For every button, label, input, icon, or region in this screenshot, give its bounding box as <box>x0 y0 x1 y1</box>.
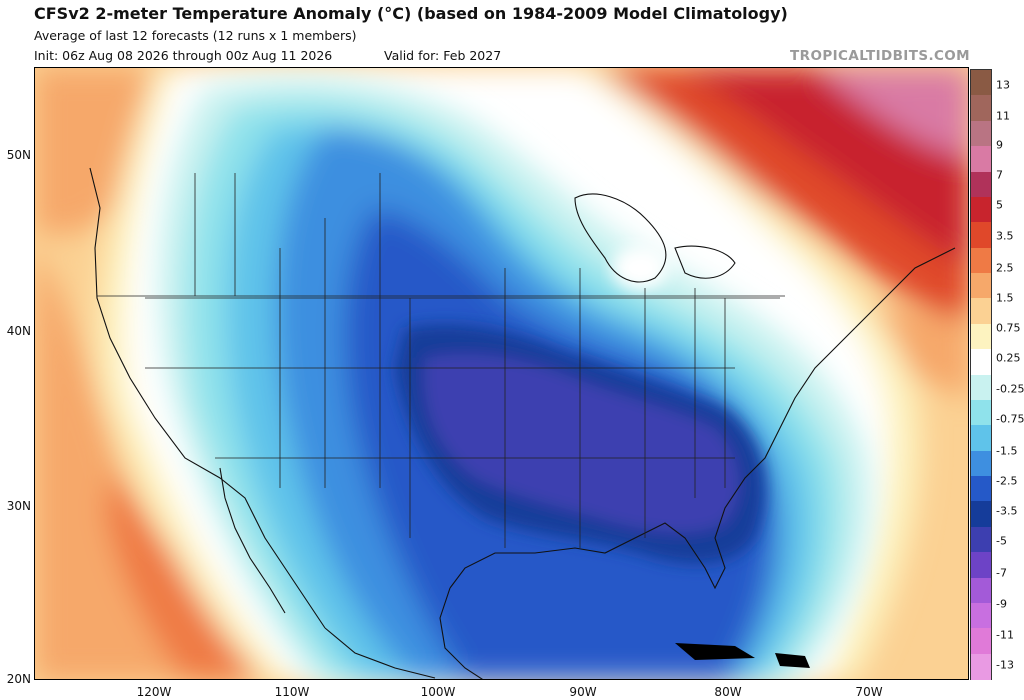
mexico-coast <box>324 627 436 679</box>
colorbar-label: -2.5 <box>996 474 1018 488</box>
alaska-coast-warm <box>35 68 158 235</box>
colorbar-label: 1.5 <box>996 291 1014 305</box>
northeast-coast <box>854 247 956 329</box>
colorbar-segment <box>971 602 991 629</box>
colorbar-segment <box>971 146 991 172</box>
colorbar-segment <box>971 628 991 655</box>
colorbar-label: -0.75 <box>996 412 1024 426</box>
colorbar-segment <box>971 476 991 502</box>
great-lakes-warm-spot <box>612 246 668 290</box>
state-borders <box>97 173 785 548</box>
colorbar-label: -3.5 <box>996 504 1018 518</box>
colorbar-segment <box>971 273 991 299</box>
colorbar-label: -13 <box>996 658 1014 672</box>
gulf-atlantic-coast <box>449 327 856 590</box>
map-subtitle: Average of last 12 forecasts (12 runs x … <box>34 28 357 43</box>
colorbar-label: 13 <box>996 78 1010 92</box>
brand-watermark: TROPICALTIDBITS.COM <box>790 48 970 64</box>
colorbar-label: 2.5 <box>996 261 1014 275</box>
lon-label-100w: 100W <box>420 685 456 699</box>
state-parallel-lines <box>145 297 780 459</box>
hispaniola <box>775 653 810 668</box>
colorbar-segment <box>971 526 991 553</box>
colorbar-segment <box>971 222 991 249</box>
anomaly-field <box>35 68 968 679</box>
colorbar-segment <box>971 501 991 528</box>
caribbean-islands <box>675 643 810 668</box>
colorbar-segment <box>971 298 991 325</box>
colorbar-label: 5 <box>996 198 1003 212</box>
colorbar-segment <box>971 323 991 350</box>
colorbar-segment <box>971 70 991 96</box>
lon-label-90w: 90W <box>569 685 597 699</box>
anomaly-map <box>34 67 969 680</box>
baja-peninsula <box>219 467 286 614</box>
lon-label-70w: 70W <box>855 685 883 699</box>
colorbar-label: 0.25 <box>996 351 1021 365</box>
colorbar-segment <box>971 247 991 274</box>
baja-warm-zone <box>105 468 293 679</box>
colorbar-segment <box>971 552 991 578</box>
colorbar-segment <box>971 374 991 401</box>
colorbar-segment <box>971 196 991 223</box>
colorbar-label: -5 <box>996 534 1007 548</box>
texas-mexico-coast <box>439 587 483 679</box>
colorbar-segment <box>971 349 991 375</box>
colorbar-segment <box>971 399 991 426</box>
colorbar-segment <box>971 95 991 122</box>
init-time: Init: 06z Aug 08 2026 through 00z Aug 11… <box>34 48 333 63</box>
colorbar-segment <box>971 171 991 198</box>
colorbar-segment <box>971 577 991 604</box>
pacific-warm-zone <box>35 248 263 679</box>
coastlines <box>89 167 956 679</box>
colorbar-label: -11 <box>996 628 1014 642</box>
colorbar-label: -7 <box>996 566 1007 580</box>
colorbar-segment <box>971 450 991 477</box>
lake-erie-ontario <box>674 245 736 279</box>
lon-label-120w: 120W <box>136 685 172 699</box>
colorbar-label: -0.25 <box>996 382 1024 396</box>
colorbar-label: -9 <box>996 597 1007 611</box>
colorbar-label: 11 <box>996 109 1010 123</box>
map-title: CFSv2 2-meter Temperature Anomaly (°C) (… <box>34 4 788 23</box>
labrador-hot-zone <box>815 68 968 158</box>
colorbar-label: 0.75 <box>996 321 1021 335</box>
lat-label-20n: 20N <box>6 672 31 686</box>
colorbar <box>970 69 992 680</box>
colorbar-label: -1.5 <box>996 444 1018 458</box>
colorbar-label: 7 <box>996 168 1003 182</box>
colorbar-segment <box>971 425 991 452</box>
colorbar-label: 3.5 <box>996 229 1014 243</box>
colorbar-segment <box>971 120 991 147</box>
lat-label-40n: 40N <box>6 324 31 338</box>
lat-label-30n: 30N <box>6 499 31 513</box>
valid-time: Valid for: Feb 2027 <box>384 48 502 63</box>
extreme-cold-zone <box>424 354 739 533</box>
colorbar-label: 9 <box>996 138 1003 152</box>
lon-label-110w: 110W <box>274 685 310 699</box>
colorbar-segment <box>971 653 991 680</box>
great-lakes <box>574 193 667 283</box>
lat-label-50n: 50N <box>6 148 31 162</box>
lon-label-80w: 80W <box>714 685 742 699</box>
cuba <box>675 643 755 660</box>
pacific-coastline <box>89 167 326 629</box>
